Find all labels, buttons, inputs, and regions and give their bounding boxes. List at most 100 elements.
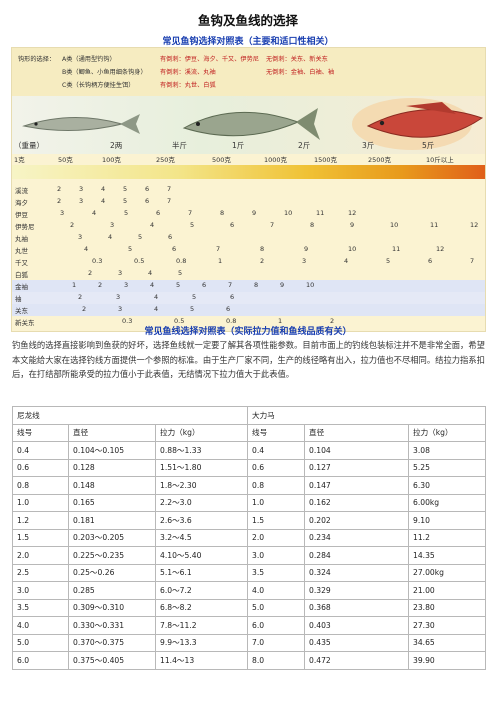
table-cell: 9.10 (408, 511, 486, 530)
table-cell: 1.8～2.30 (155, 476, 248, 495)
hook-type-name: 袖 (15, 295, 22, 303)
hook-row: 伊豆 3 4 5 6 7 8 9 10 11 12 (12, 208, 485, 220)
table-cell: 0.309～0.310 (68, 598, 156, 617)
hook-size-number: 2 (88, 269, 93, 277)
hook-size-number: 0.8 (226, 317, 237, 325)
weight-label-bottom: 1克 (14, 156, 25, 164)
hook-row: 关东 2 3 4 5 6 (12, 304, 485, 316)
table-cell: 4.0 (12, 616, 69, 635)
table-row: 0.8 0.148 1.8～2.30 0.8 0.147 6.30 (12, 476, 486, 495)
table-cell: 0.6 (12, 458, 69, 477)
table-cell: 1.5 (12, 528, 69, 547)
table-cell: 0.435 (304, 633, 409, 652)
hook-size-number: 5 (128, 245, 133, 253)
weight-scale-gram: 1克 50克 100克 250克 500克 1000克 1500克 2500克 10斤以上 (12, 154, 485, 164)
table-cell: 0.284 (304, 546, 409, 565)
hook-size-number: 4 (344, 257, 349, 265)
table-cell: 0.370～0.375 (68, 633, 156, 652)
legend-class: B类（鲫鱼、小鱼用细条钩身） (62, 69, 147, 76)
table-cell: 5.0 (12, 633, 69, 652)
table-cell: 3.0 (247, 546, 305, 565)
hook-type-name: 金袖 (15, 283, 28, 291)
hook-size-number: 1 (278, 317, 283, 325)
hook-size-number: 8 (260, 245, 265, 253)
hook-size-number: 3 (124, 281, 129, 289)
hook-size-number: 6 (168, 233, 173, 241)
table-cell: 5.1～6.1 (155, 563, 248, 582)
hook-size-number: 0.3 (122, 317, 133, 325)
table-cell: 11.2 (408, 528, 486, 547)
hook-type-name: 丸袖 (15, 235, 28, 243)
weight-label-top: 1斤 (232, 141, 245, 150)
table-cell: 1.0 (247, 493, 305, 512)
table-cell: 4.10～5.40 (155, 546, 248, 565)
hook-chart: 钩形的选择： A类（通用型钓钩） 有倒刺：伊豆、海夕、千又、伊势尼 无倒刺：关东、新关… (11, 47, 486, 332)
hook-size-number: 6 (202, 281, 207, 289)
weight-label-bottom: 1000克 (264, 156, 288, 164)
line-description: 钓鱼线的选择直接影响到鱼获的好坏，选择鱼线就一定要了解其各项性能参数。目前市面上… (12, 340, 485, 380)
table-cell: 0.330～0.331 (68, 616, 156, 635)
weight-label-bottom: 50克 (58, 156, 73, 164)
hook-type-name: 新关东 (15, 319, 35, 327)
fish-illustration (22, 98, 484, 150)
table-cell: 0.234 (304, 528, 409, 547)
hook-size-number: 2 (330, 317, 335, 325)
hook-size-number: 6 (156, 209, 161, 217)
weight-label-top: 半斤 (172, 141, 187, 150)
hook-size-number: 6 (428, 257, 433, 265)
hook-row: 千又 0.3 0.5 0.8 1 2 3 4 5 6 7 (12, 256, 485, 268)
weight-label-top: 3斤 (362, 141, 375, 150)
table-row: 2.5 0.25～0.26 5.1～6.1 3.5 0.324 27.00kg (12, 563, 486, 582)
table-row: 4.0 0.330～0.331 7.8～11.2 6.0 0.403 27.30 (12, 616, 486, 635)
table-cell: 0.375～0.405 (68, 651, 156, 670)
hook-size-number: 2 (98, 281, 103, 289)
table-row: 3.5 0.309～0.310 6.8～8.2 5.0 0.368 23.80 (12, 598, 486, 617)
table-cell: 0.403 (304, 616, 409, 635)
hook-size-number: 5 (176, 281, 181, 289)
table-cell: 0.181 (68, 511, 156, 530)
table-cell: 6.0 (12, 651, 69, 670)
table-row: 1.0 0.165 2.2～3.0 1.0 0.162 6.00kg (12, 493, 486, 512)
table-cell: 3.0 (12, 581, 69, 600)
column-header: 拉力（kg） (408, 423, 486, 442)
hook-size-number: 7 (470, 257, 475, 265)
table-cell: 0.4 (12, 441, 69, 460)
table-cell: 2.0 (12, 546, 69, 565)
hook-size-number: 0.8 (176, 257, 187, 265)
hook-size-number: 0.5 (174, 317, 185, 325)
table-cell: 0.127 (304, 458, 409, 477)
table-cell: 2.5 (12, 563, 69, 582)
hook-type-name: 伊豆 (15, 211, 28, 219)
hook-size-number: 4 (84, 245, 89, 253)
table-cell: 6.00kg (408, 493, 486, 512)
table-cell: 14.35 (408, 546, 486, 565)
weight-label-bottom: 1500克 (314, 156, 338, 164)
hook-row: 白狐 2 3 4 5 (12, 268, 485, 280)
hook-size-number: 3 (118, 269, 123, 277)
hook-size-number: 11 (316, 209, 325, 217)
table-cell: 3.5 (247, 563, 305, 582)
table-row: 2.0 0.225～0.235 4.10～5.40 3.0 0.284 14.35 (12, 546, 486, 565)
hook-size-number: 3 (110, 221, 115, 229)
hook-row: 丸世 4 5 6 7 8 9 10 11 12 (12, 244, 485, 256)
hook-size-number: 11 (430, 221, 439, 229)
large-fish-icon (366, 102, 484, 138)
line-table-title: 常见鱼线选择对照表（实际拉力值和鱼线品质有关） (144, 327, 352, 337)
table-cell: 7.8～11.2 (155, 616, 248, 635)
hook-size-number: 3 (79, 185, 84, 193)
hook-table-title: 常见鱼钩选择对照表（主要和适口性相关） (162, 37, 334, 47)
hook-size-number: 5 (190, 305, 195, 313)
legend-class: C类（长钩柄方便挂生饵） (62, 82, 135, 89)
column-header: 拉力（kg） (155, 423, 248, 442)
weight-label-bottom: 10斤以上 (426, 156, 454, 164)
hook-size-number: 2 (78, 293, 83, 301)
table-cell: 0.104 (304, 441, 409, 460)
table-cell: 0.25～0.26 (68, 563, 156, 582)
table-cell: 1.0 (12, 493, 69, 512)
hook-size-number: 7 (216, 245, 221, 253)
hook-size-number: 5 (123, 197, 128, 205)
table-cell: 0.225～0.235 (68, 546, 156, 565)
table-cell: 3.2～4.5 (155, 528, 248, 547)
hook-type-name: 丸世 (15, 247, 28, 255)
hook-size-number: 2 (260, 257, 265, 265)
